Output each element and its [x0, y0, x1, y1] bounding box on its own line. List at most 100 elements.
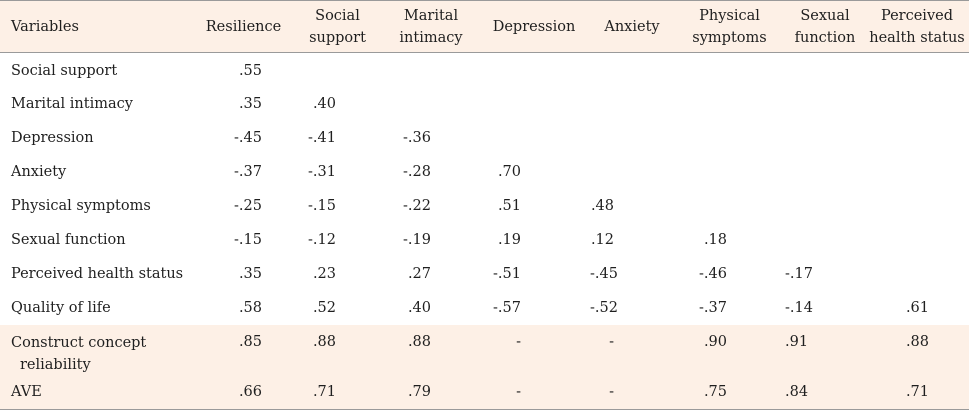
- header-marital-intimacy: Marital intimacy: [384, 0, 478, 53]
- table-cell: -.22: [384, 189, 478, 223]
- cell-value: .51: [497, 197, 521, 214]
- cell-value: -.28: [403, 163, 431, 180]
- table-cell: [590, 53, 674, 87]
- table-cell: [785, 155, 865, 189]
- cell-value: .23: [312, 265, 336, 282]
- cell-value: -.14: [785, 299, 813, 316]
- table-cell: [478, 53, 590, 87]
- header-resilience: Resilience: [196, 0, 291, 53]
- cell-value: .61: [905, 299, 929, 316]
- table-cell: [865, 189, 969, 223]
- cell-value: -.46: [699, 265, 727, 282]
- cell-value: .19: [497, 231, 521, 248]
- table-cell: [865, 257, 969, 291]
- table-cell: -.46: [674, 257, 785, 291]
- table-cell: .85: [196, 325, 291, 376]
- table-cell: -.51: [478, 257, 590, 291]
- table-cell: .35: [196, 257, 291, 291]
- table-cell: -.37: [674, 291, 785, 325]
- table-cell: -.19: [384, 223, 478, 257]
- cell-value: .40: [407, 299, 431, 316]
- table-cell: .40: [384, 291, 478, 325]
- summary-row: AVE .66 .71 .79 - - .75 .84 .71: [0, 375, 969, 410]
- table-cell: -.25: [196, 189, 291, 223]
- table-cell: .52: [291, 291, 384, 325]
- table-cell: -: [478, 375, 590, 410]
- table-cell: -.28: [384, 155, 478, 189]
- header-anxiety: Anxiety: [590, 0, 674, 53]
- table-cell: [478, 87, 590, 121]
- table-cell: .12: [590, 223, 674, 257]
- cell-value: -.52: [590, 299, 618, 316]
- header-sexual-function: Sexual function: [785, 0, 865, 53]
- cell-value: .84: [785, 384, 809, 401]
- cell-value: .40: [312, 95, 336, 112]
- row-label: Perceived health status: [11, 265, 184, 282]
- cell-value: .75: [703, 384, 727, 401]
- table-cell: [785, 189, 865, 223]
- table-cell: .71: [865, 375, 969, 410]
- table-cell: [384, 53, 478, 87]
- cell-value: .18: [703, 231, 727, 248]
- table-row: Social support .55: [0, 53, 969, 87]
- table-cell: .27: [384, 257, 478, 291]
- table-row: Marital intimacy .35 .40: [0, 87, 969, 121]
- cell-value: .88: [905, 333, 929, 350]
- cell-value: -.31: [308, 163, 336, 180]
- summary-label-line1: AVE: [11, 384, 42, 401]
- table-cell: .91: [785, 325, 865, 376]
- table-cell: .84: [785, 375, 865, 410]
- cell-value: .71: [312, 384, 336, 401]
- table-cell: -.15: [291, 189, 384, 223]
- summary-row: Construct concept reliability .85 .88 .88 - -.…: [0, 324, 969, 376]
- table-cell: -.57: [478, 291, 590, 325]
- table-cell: [865, 155, 969, 189]
- cell-value: .88: [407, 333, 431, 350]
- table-row: Anxiety -.37 -.31 -.28 .70: [0, 155, 969, 189]
- cell-value: -.37: [699, 299, 727, 316]
- header-physical-symptoms: Physical symptoms: [674, 0, 785, 53]
- cell-value: -.22: [403, 197, 431, 214]
- cell-value: -: [516, 333, 521, 350]
- cell-value: .12: [590, 231, 614, 248]
- table-cell: .71: [291, 375, 384, 410]
- cell-value: -: [516, 384, 521, 401]
- table-cell: [865, 121, 969, 155]
- table-header: Variables Resilience Social support Mari…: [0, 0, 969, 53]
- table-cell: [674, 53, 785, 87]
- table-cell: .79: [384, 375, 478, 410]
- table-cell: -.14: [785, 291, 865, 325]
- table-cell: -: [590, 375, 674, 410]
- table-cell: .48: [590, 189, 674, 223]
- cell-value: .55: [238, 62, 262, 79]
- table-cell: [590, 155, 674, 189]
- table-cell: [785, 53, 865, 87]
- table-cell: .88: [291, 325, 384, 376]
- row-label: Quality of life: [11, 299, 111, 316]
- table-row: Sexual function -.15 -.12 -.19 .19 .12 .18: [0, 223, 969, 257]
- table-row: Physical symptoms -.25 -.15 -.22 .51 .48: [0, 189, 969, 223]
- cell-value: -.36: [403, 129, 431, 146]
- table-cell: [590, 121, 674, 155]
- table-cell: .88: [384, 325, 478, 376]
- cell-value: .71: [905, 384, 929, 401]
- cell-value: -.12: [308, 231, 336, 248]
- table-row: Perceived health status .35 .23 .27 -.51 -.45…: [0, 257, 969, 291]
- cell-value: -: [609, 333, 614, 350]
- summary-label-line1: Construct concept: [11, 334, 147, 351]
- table-cell: [478, 121, 590, 155]
- cell-value: .88: [312, 333, 336, 350]
- table-row: Depression -.45 -.41 -.36: [0, 121, 969, 155]
- table-cell: -.45: [590, 257, 674, 291]
- cell-value: -.17: [785, 265, 813, 282]
- table-cell: .75: [674, 375, 785, 410]
- cell-value: -.15: [308, 197, 336, 214]
- table-cell: [674, 87, 785, 121]
- cell-value: .79: [407, 384, 431, 401]
- table-cell: [590, 87, 674, 121]
- table-cell: [785, 121, 865, 155]
- table-cell: [785, 223, 865, 257]
- table-cell: -.31: [291, 155, 384, 189]
- table-cell: [384, 87, 478, 121]
